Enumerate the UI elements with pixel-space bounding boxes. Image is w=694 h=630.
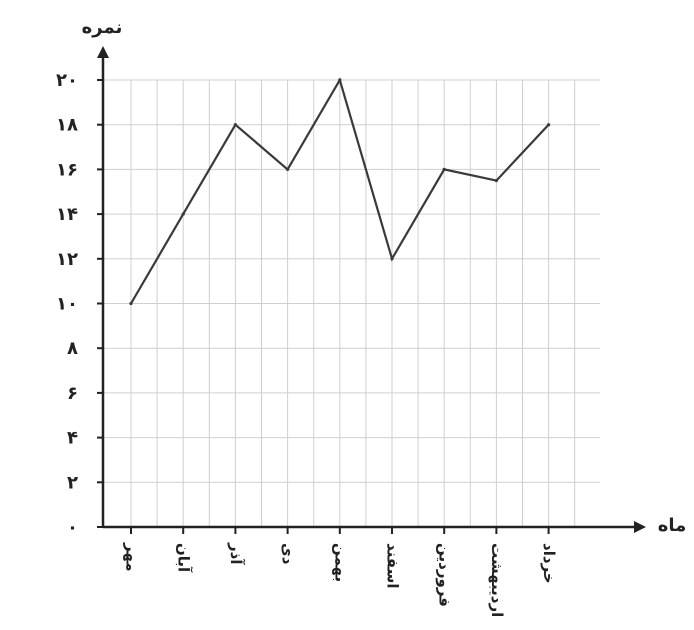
axes [97,46,646,534]
y-tick-label: ۶ [67,383,78,404]
x-axis-label: ماه [658,515,687,536]
x-tick-label: بهمن [331,543,349,582]
y-tick-label: ۴ [67,428,78,449]
y-tick-label: ۲۰ [56,70,78,91]
y-tick-label: ۱۴ [56,204,78,225]
data-point [494,178,498,183]
data-point [181,212,185,216]
data-point [338,78,342,82]
series [129,77,551,306]
grid [103,79,600,527]
y-tick-label: ۱۸ [56,115,78,136]
y-tick-label: ۱۶ [56,159,78,180]
data-point [129,301,133,306]
x-tick-label: خرداد [540,543,558,584]
x-tick-label: دی [279,543,297,565]
data-point [390,257,394,261]
x-tick-label: آبان [175,543,193,573]
y-tick-label: ۰ [67,517,78,538]
x-tick-label: آذر [227,542,245,565]
y-tick-label: ۱۲ [56,249,78,270]
y-axis-label: نمره [82,17,123,38]
tick-labels: ۰ ۲ ۴ ۶ ۸ ۱۰ ۱۲ ۱۴ ۱۶ ۱۸ ۲۰ مهر آبان آذر دی بهمن اسفند فر… [56,70,558,617]
data-point [233,123,237,127]
y-axis-arrow [97,46,109,58]
y-tick-label: ۲ [67,472,78,493]
data-point [286,167,290,171]
x-tick-label: فروردین [436,543,454,607]
x-tick-label: اسفند [384,543,402,588]
data-point [442,167,446,171]
x-axis-arrow [634,521,646,533]
x-tick-label: اردیبهشت [488,543,506,617]
y-tick-label: ۱۰ [56,294,78,315]
y-tick-label: ۸ [67,338,78,359]
data-point [547,123,551,127]
x-tick-label: مهر [123,542,141,572]
